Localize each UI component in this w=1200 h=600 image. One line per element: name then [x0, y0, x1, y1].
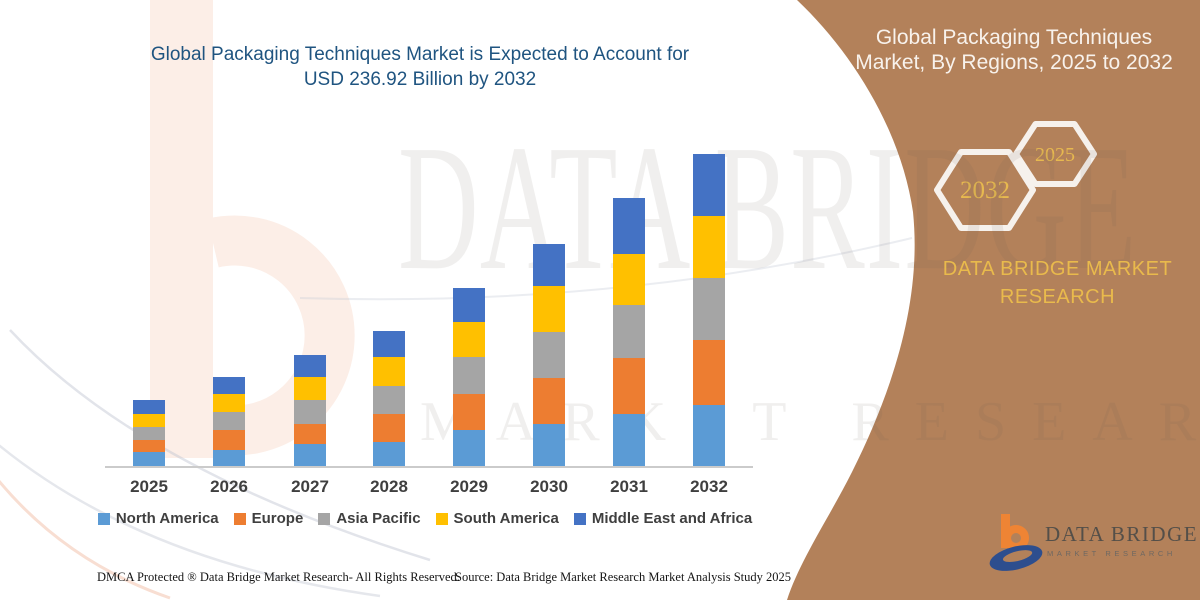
bar-segment	[213, 377, 245, 395]
bar-segment	[533, 332, 565, 378]
x-axis-label: 2026	[210, 477, 248, 496]
bar-segment	[693, 340, 725, 405]
x-axis-label: 2031	[610, 477, 648, 496]
brand-name-line1: DATA BRIDGE MARKET	[942, 258, 1173, 280]
bar-2028	[373, 331, 405, 466]
bar-segment	[133, 399, 165, 414]
x-axis-line	[105, 466, 753, 468]
legend-label: Middle East and Africa	[591, 510, 753, 527]
bar-segment	[373, 442, 405, 466]
side-panel-title-line1: Global Packaging Techniques	[875, 26, 1153, 49]
legend-swatch-icon	[97, 512, 110, 525]
hexagon-2025-label: 2025	[1035, 144, 1075, 166]
side-panel-title-line2: Market, By Regions, 2025 to 2032	[855, 51, 1173, 74]
hexagon-2032-label: 2032	[960, 177, 1010, 204]
bar-segment	[294, 399, 326, 424]
logo-title: DATA BRIDGE	[1045, 522, 1199, 546]
bar-2030	[533, 243, 565, 466]
chart-title: Global Packaging Techniques Market is Ex…	[90, 42, 750, 92]
legend-label: Europe	[251, 510, 304, 527]
x-axis-label: 2028	[370, 477, 408, 496]
hexagon-2025: 2025	[1013, 121, 1097, 187]
logo-subtitle: MARKET RESEARCH	[1047, 549, 1176, 558]
bar-segment	[294, 377, 326, 400]
bar-segment	[294, 423, 326, 445]
bar-segment	[693, 404, 725, 466]
bar-2027	[294, 354, 326, 466]
bar-segment	[453, 322, 485, 358]
bar-segment	[213, 412, 245, 430]
legend-item: Middle East and Africa	[573, 510, 753, 527]
legend-swatch-icon	[573, 512, 586, 525]
bar-2025	[133, 399, 165, 466]
legend-label: Asia Pacific	[336, 510, 421, 527]
bar-segment	[294, 354, 326, 378]
bar-segment	[373, 357, 405, 387]
bar-2029	[453, 288, 485, 466]
bar-segment	[613, 304, 645, 358]
bar-segment	[533, 377, 565, 424]
watermark-data-bridge: DATA BRIDGE	[398, 108, 1138, 307]
bar-segment	[613, 413, 645, 466]
legend-swatch-icon	[318, 512, 331, 525]
bar-segment	[693, 216, 725, 279]
bar-segment	[133, 452, 165, 466]
x-axis-label: 2030	[530, 477, 568, 496]
bar-segment	[693, 154, 725, 217]
legend-label: North America	[115, 510, 219, 527]
chart-title-line2: USD 236.92 Billion by 2032	[303, 69, 537, 90]
x-axis-label: 2025	[130, 477, 168, 496]
bar-segment	[373, 331, 405, 358]
brand-name-line2: RESEARCH	[999, 286, 1116, 308]
side-panel-shape	[787, 0, 1200, 600]
footer-dmca-text: DMCA Protected ® Data Bridge Market Rese…	[97, 570, 460, 584]
bar-segment	[213, 449, 245, 466]
legend: North America Europe Asia Pacific South Ame…	[85, 510, 765, 527]
bar-2032	[693, 154, 725, 466]
bar-segment	[373, 414, 405, 443]
legend-swatch-icon	[435, 512, 448, 525]
legend-item: Europe	[233, 510, 304, 527]
hexagon-2032: 2032	[934, 149, 1036, 231]
bar-segment	[133, 413, 165, 428]
bar-segment	[533, 286, 565, 333]
bar-segment	[533, 424, 565, 466]
bar-2026	[213, 377, 245, 466]
chart-title-line1: Global Packaging Techniques Market is Ex…	[150, 44, 690, 65]
bar-segment	[294, 444, 326, 466]
swoosh-watermark-icon	[0, 237, 913, 600]
bar-segment	[213, 394, 245, 413]
legend-swatch-icon	[233, 512, 246, 525]
x-axis-label: 2032	[690, 477, 728, 496]
bar-segment	[373, 386, 405, 415]
legend-label: South America	[453, 510, 559, 527]
bar-segment	[613, 197, 645, 254]
bar-segment	[533, 243, 565, 287]
bar-segment	[213, 429, 245, 450]
x-axis-label: 2027	[291, 477, 329, 496]
bar-segment	[613, 253, 645, 305]
bar-segment	[133, 427, 165, 440]
bar-segment	[693, 278, 725, 341]
bar-segment	[453, 288, 485, 323]
bar-segment	[613, 357, 645, 414]
data-bridge-logo-icon	[989, 514, 1043, 571]
peach-b-watermark-icon	[150, 0, 355, 458]
bar-segment	[453, 393, 485, 430]
legend-item: South America	[435, 510, 559, 527]
bar-segment	[453, 357, 485, 394]
footer-source-text: Source: Data Bridge Market Research Mark…	[455, 570, 792, 584]
bar-segment	[453, 429, 485, 466]
bar-2031	[613, 197, 645, 466]
legend-item: North America	[97, 510, 219, 527]
bar-segment	[133, 439, 165, 453]
x-axis-label: 2029	[450, 477, 488, 496]
legend-item: Asia Pacific	[318, 510, 421, 527]
brand-name: DATA BRIDGE MARKET RESEARCH	[935, 255, 1180, 311]
side-panel-title: Global Packaging Techniques Market, By R…	[848, 25, 1180, 75]
